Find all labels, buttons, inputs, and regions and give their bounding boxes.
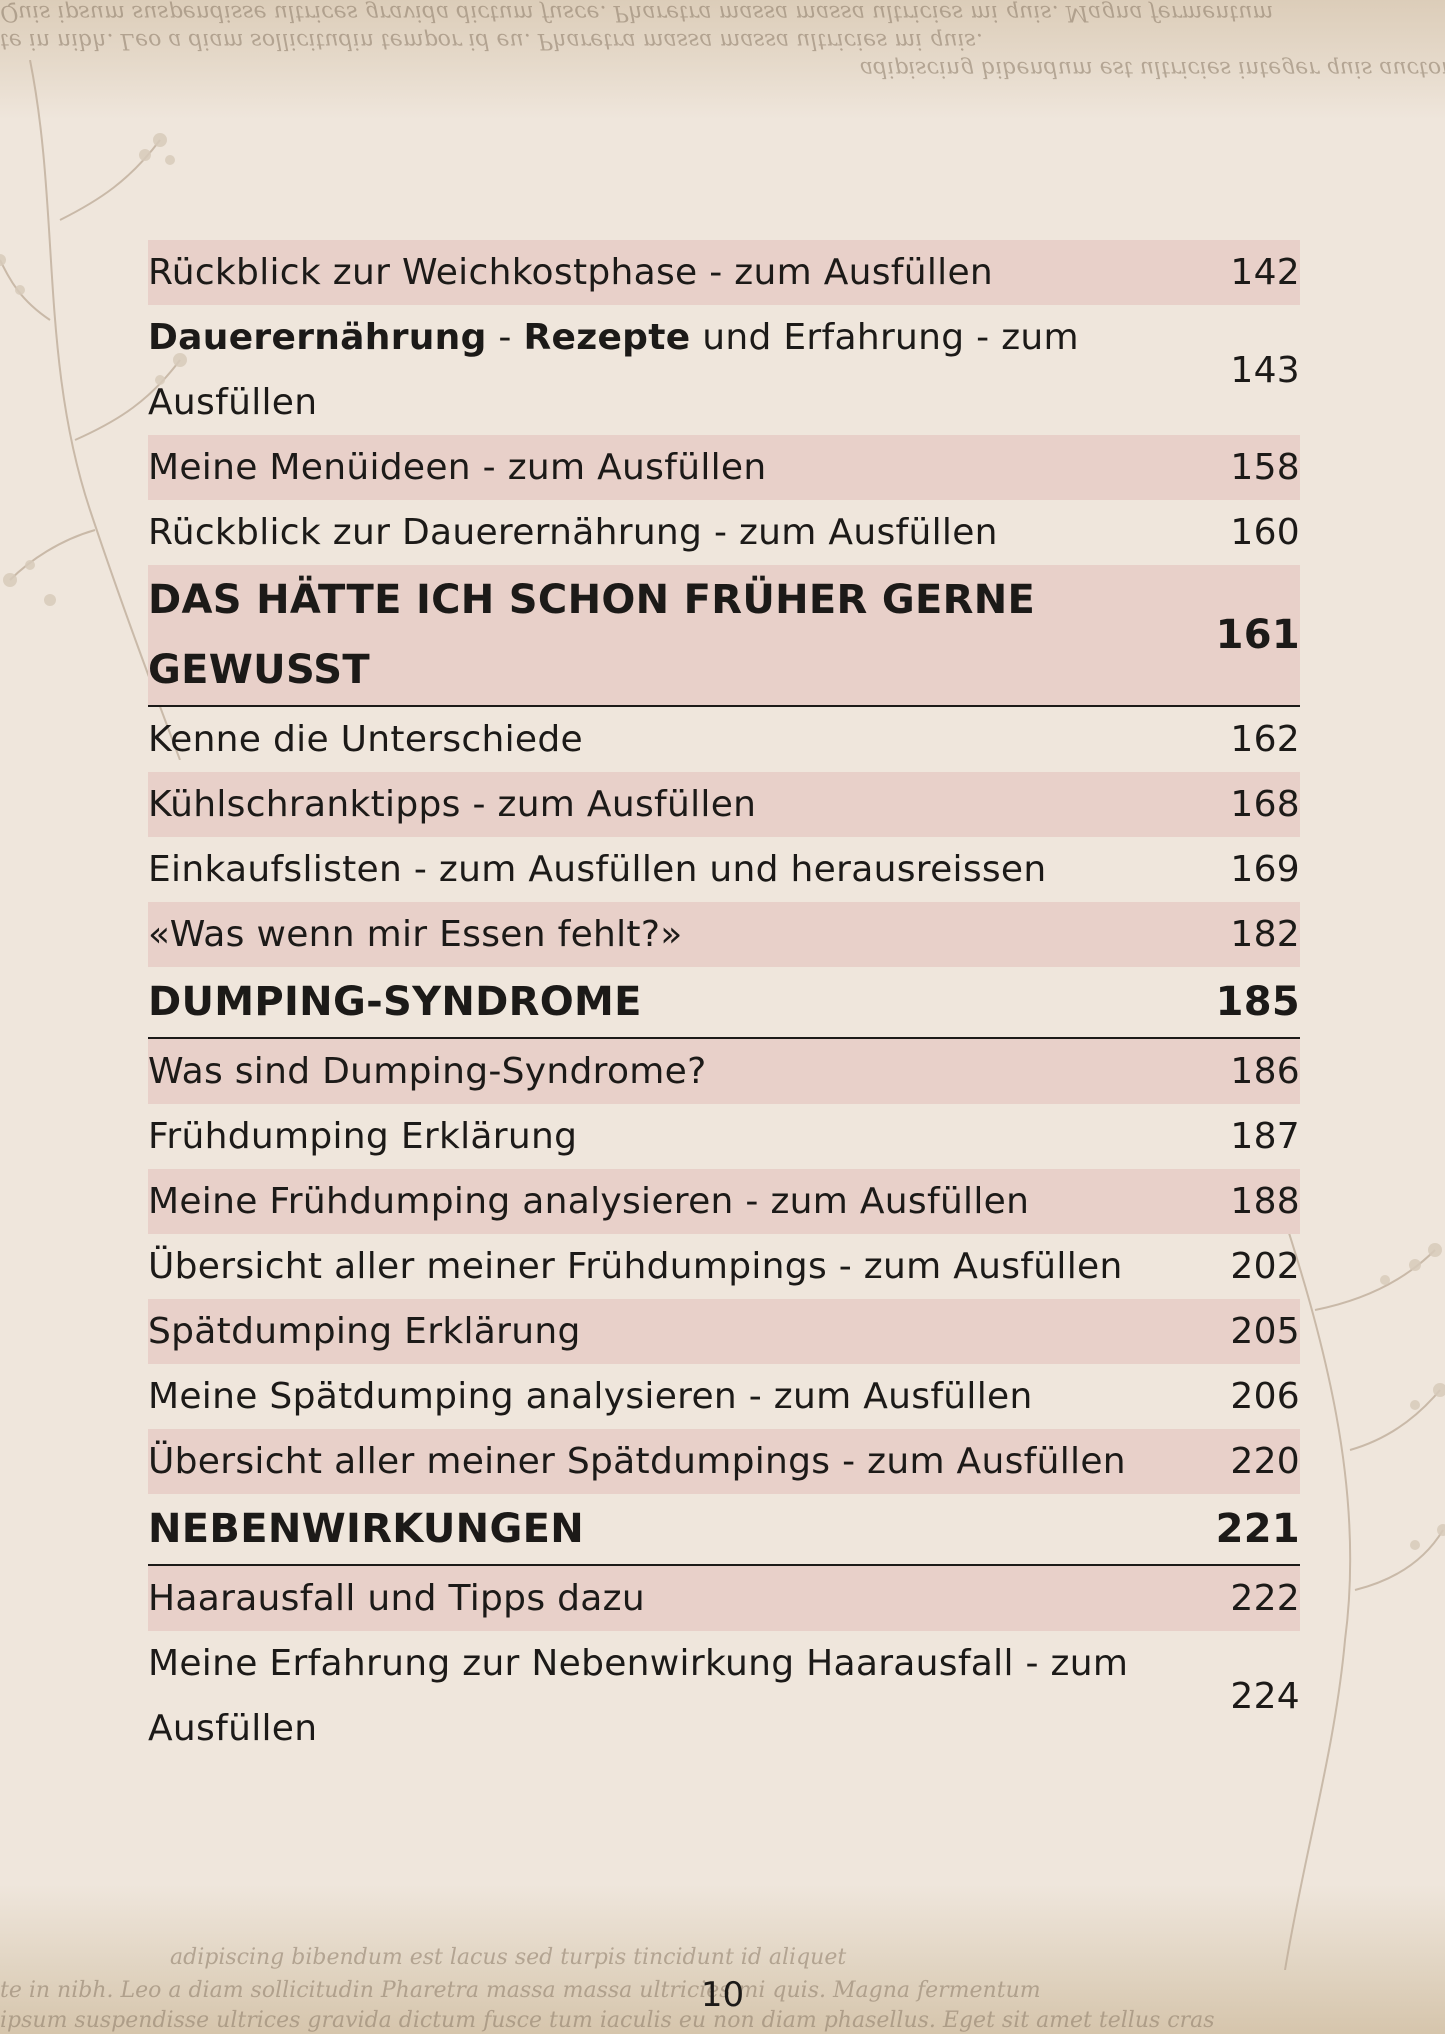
toc-entry-page: 188: [1230, 1181, 1300, 1222]
decorative-text-top-1: Quis ipsum suspendisse ultrices gravida …: [0, 0, 1274, 25]
toc-entry[interactable]: Meine Frühdumping analysieren - zum Ausf…: [148, 1169, 1300, 1234]
toc-entry-page: 202: [1230, 1246, 1300, 1287]
toc-entry[interactable]: Einkaufslisten - zum Ausfüllen und herau…: [148, 837, 1300, 902]
toc-entry[interactable]: Kenne die Unterschiede 162: [148, 707, 1300, 772]
toc-entry-page: 220: [1230, 1441, 1300, 1482]
toc-entry-label: Frühdumping Erklärung: [148, 1116, 578, 1157]
toc-entry-label: Spätdumping Erklärung: [148, 1311, 581, 1352]
toc-entry-page: 168: [1230, 784, 1300, 825]
toc-entry-page: 142: [1230, 252, 1300, 293]
decorative-text-top-3: adipiscing bibendum est ultricies intege…: [860, 56, 1445, 81]
toc-heading-page: 161: [1215, 612, 1300, 658]
page-number: 10: [700, 1975, 745, 2015]
toc-entry[interactable]: Rückblick zur Dauerernährung - zum Ausfü…: [148, 500, 1300, 565]
toc-entry-label-bold: Dauerernährung: [148, 317, 487, 358]
toc-entry-label: Haarausfall und Tipps dazu: [148, 1578, 645, 1619]
toc-entry-label: Dauerernährung - Rezepte und Erfahrung -…: [148, 305, 1210, 435]
toc-entry-label: Meine Menüideen - zum Ausfüllen: [148, 447, 767, 488]
toc-entry-label-part: -: [486, 317, 524, 358]
toc-section-heading[interactable]: DAS HÄTTE ICH SCHON FRÜHER GERNE GEWUSST…: [148, 565, 1300, 707]
toc-heading-label: DAS HÄTTE ICH SCHON FRÜHER GERNE GEWUSST: [148, 577, 1036, 693]
toc-entry-page: 182: [1230, 914, 1300, 955]
toc-entry[interactable]: Spätdumping Erklärung 205: [148, 1299, 1300, 1364]
decorative-text-bottom-1: adipiscing bibendum est lacus sed turpis…: [170, 1945, 847, 1970]
torn-paper-bottom: [0, 1884, 1445, 2034]
toc-entry-label: Was sind Dumping-Syndrome?: [148, 1051, 707, 1092]
toc-entry[interactable]: Meine Spätdumping analysieren - zum Ausf…: [148, 1364, 1300, 1429]
toc-entry[interactable]: Frühdumping Erklärung 187: [148, 1104, 1300, 1169]
toc-entry[interactable]: «Was wenn mir Essen fehlt?» 182: [148, 902, 1300, 967]
toc-entry-page: 222: [1230, 1578, 1300, 1619]
toc-entry-label: Meine Frühdumping analysieren - zum Ausf…: [148, 1181, 1030, 1222]
toc-entry-label: Übersicht aller meiner Frühdumpings - zu…: [148, 1246, 1123, 1287]
toc-entry-page: 186: [1230, 1051, 1300, 1092]
toc-entry-page: 160: [1230, 512, 1300, 553]
toc-entry-page: 162: [1230, 719, 1300, 760]
toc-entry[interactable]: Meine Erfahrung zur Nebenwirkung Haaraus…: [148, 1631, 1300, 1761]
toc-entry[interactable]: Meine Menüideen - zum Ausfüllen 158: [148, 435, 1300, 500]
decorative-text-bottom-2: te in nibh. Leo a diam sollicitudin Phar…: [0, 1978, 1041, 2003]
toc-entry-page: 205: [1230, 1311, 1300, 1352]
toc-entry-label: Rückblick zur Weichkostphase - zum Ausfü…: [148, 252, 994, 293]
toc-entry[interactable]: Übersicht aller meiner Frühdumpings - zu…: [148, 1234, 1300, 1299]
toc-entry-page: 187: [1230, 1116, 1300, 1157]
toc-entry[interactable]: Rückblick zur Weichkostphase - zum Ausfü…: [148, 240, 1300, 305]
toc-entry-label: «Was wenn mir Essen fehlt?»: [148, 914, 683, 955]
toc-entry-page: 143: [1230, 349, 1300, 391]
decorative-text-bottom-3: ipsum suspendisse ultrices gravida dictu…: [0, 2008, 1215, 2033]
toc-entry-label: Übersicht aller meiner Spätdumpings - zu…: [148, 1441, 1126, 1482]
floral-branch-right: [1274, 1190, 1445, 1970]
floral-branch-left: [0, 60, 187, 760]
decorative-text-top-2: te in nibh. Leo a diam sollicitudin temp…: [0, 28, 983, 53]
toc-section-heading[interactable]: DUMPING-SYNDROME 185: [148, 967, 1300, 1039]
toc-entry[interactable]: Was sind Dumping-Syndrome? 186: [148, 1039, 1300, 1104]
toc-entry-label: Kenne die Unterschiede: [148, 719, 583, 760]
table-of-contents: Rückblick zur Weichkostphase - zum Ausfü…: [148, 240, 1300, 1761]
toc-heading-label: DUMPING-SYNDROME: [148, 979, 642, 1025]
toc-entry-page: 158: [1230, 447, 1300, 488]
torn-paper-top: [0, 0, 1445, 120]
toc-entry-label-part: und Erfahrung - zum Ausfüllen: [148, 317, 1079, 423]
toc-heading-label: NEBENWIRKUNGEN: [148, 1506, 584, 1552]
toc-entry-label: Rückblick zur Dauerernährung - zum Ausfü…: [148, 512, 998, 553]
toc-entry-label: Einkaufslisten - zum Ausfüllen und herau…: [148, 849, 1047, 890]
toc-entry-label: Meine Spätdumping analysieren - zum Ausf…: [148, 1376, 1033, 1417]
toc-entry[interactable]: Kühlschranktipps - zum Ausfüllen 168: [148, 772, 1300, 837]
toc-entry-label-bold: Rezepte: [523, 317, 691, 358]
toc-entry-label: Meine Erfahrung zur Nebenwirkung Haaraus…: [148, 1643, 1129, 1749]
toc-heading-page: 185: [1215, 979, 1300, 1025]
toc-entry-page: 224: [1230, 1675, 1300, 1717]
toc-section-heading[interactable]: NEBENWIRKUNGEN 221: [148, 1494, 1300, 1566]
toc-entry-page: 206: [1230, 1376, 1300, 1417]
toc-heading-page: 221: [1215, 1506, 1300, 1552]
toc-entry-label: Kühlschranktipps - zum Ausfüllen: [148, 784, 757, 825]
toc-entry[interactable]: Übersicht aller meiner Spätdumpings - zu…: [148, 1429, 1300, 1494]
toc-entry[interactable]: Haarausfall und Tipps dazu 222: [148, 1566, 1300, 1631]
toc-entry[interactable]: Dauerernährung - Rezepte und Erfahrung -…: [148, 305, 1300, 435]
toc-entry-page: 169: [1230, 849, 1300, 890]
